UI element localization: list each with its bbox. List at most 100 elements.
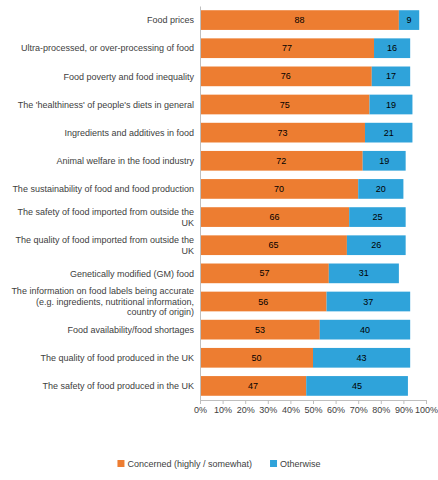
data-label: 72	[276, 156, 286, 166]
data-label: 21	[384, 128, 394, 138]
y-tick: Animal welfare in the food industry	[56, 156, 200, 166]
y-tick-label-line: Animal welfare in the food industry	[56, 156, 194, 166]
y-tick-label-line: The sustainability of food and food prod…	[12, 184, 194, 194]
x-tick-mark	[336, 400, 337, 404]
data-label: 31	[359, 268, 369, 278]
y-tick-label-line: The quality of food produced in the UK	[40, 353, 194, 363]
x-tick-label: 0%	[194, 405, 207, 415]
data-label: 66	[270, 212, 280, 222]
y-tick-label-line: The safety of food produced in the UK	[42, 381, 194, 391]
plot-area: 8877767573727066655756535047916171921192…	[11, 7, 438, 416]
legend-swatch	[117, 460, 124, 467]
bar	[200, 151, 363, 171]
data-label: 88	[294, 15, 304, 25]
y-tick-label: Ultra-processed, or over-processing of f…	[21, 43, 194, 53]
x-tick-mark	[223, 400, 224, 404]
x-tick-label: 90%	[395, 405, 413, 415]
bar	[200, 292, 327, 312]
bar	[313, 348, 410, 368]
x-tick: 50%	[304, 400, 322, 415]
y-tick: The quality of food imported from outsid…	[15, 235, 200, 256]
y-tick: Food prices	[147, 15, 200, 25]
bar	[200, 376, 306, 396]
x-tick: 100%	[415, 400, 438, 415]
x-tick-mark	[426, 400, 427, 404]
bar	[349, 207, 406, 227]
data-label: 47	[248, 381, 258, 391]
y-tick-label-line: Ultra-processed, or over-processing of f…	[21, 43, 194, 53]
y-axis-line	[200, 7, 201, 401]
x-tick-mark	[200, 400, 201, 404]
bar	[200, 123, 365, 143]
x-tick-label: 10%	[214, 405, 232, 415]
data-label: 76	[281, 71, 291, 81]
data-label: 37	[363, 297, 373, 307]
y-tick-label: The quality of food produced in the UK	[40, 353, 194, 363]
legend: Concerned (highly / somewhat) Otherwise	[117, 459, 320, 469]
data-label: 57	[259, 268, 269, 278]
y-tick: Ingredients and additives in food	[64, 128, 200, 138]
bar	[329, 264, 399, 284]
y-tick-label-line: The quality of food imported from outsid…	[15, 235, 194, 245]
y-tick: The sustainability of food and food prod…	[12, 184, 200, 194]
y-tick-label-line: UK	[181, 246, 194, 256]
data-label: 75	[280, 100, 290, 110]
bar	[200, 10, 399, 30]
legend-item: Concerned (highly / somewhat)	[117, 459, 252, 469]
y-tick-label-line: The 'healthiness' of people's diets in g…	[18, 100, 194, 110]
data-label: 56	[258, 297, 268, 307]
x-tick: 20%	[237, 400, 255, 415]
bar	[200, 235, 347, 255]
y-tick-label: Animal welfare in the food industry	[56, 156, 194, 166]
data-label: 50	[251, 353, 261, 363]
y-tick-label: The safety of food produced in the UK	[42, 381, 194, 391]
data-label: 70	[274, 184, 284, 194]
y-tick: The information on food labels being acc…	[11, 286, 200, 317]
bar	[200, 67, 372, 87]
bar	[200, 95, 370, 115]
legend-label: Concerned (highly / somewhat)	[127, 459, 252, 469]
y-axis: Food prices Ultra-processed, or over-proc…	[11, 7, 200, 401]
y-tick-label-line: Food prices	[147, 15, 195, 25]
x-tick: 90%	[395, 400, 413, 415]
bar	[200, 38, 374, 58]
bar	[327, 292, 411, 312]
x-tick-label: 100%	[415, 405, 438, 415]
legend-swatch	[270, 460, 277, 467]
y-tick-label: The sustainability of food and food prod…	[12, 184, 194, 194]
data-labels: 8877767573727066655756535047916171921192…	[248, 15, 411, 391]
y-tick-label: Food availability/food shortages	[67, 325, 194, 335]
bar	[320, 320, 410, 340]
x-tick-label: 40%	[282, 405, 300, 415]
y-tick: Ultra-processed, or over-processing of f…	[21, 43, 200, 53]
data-label: 19	[386, 100, 396, 110]
y-tick-label: Genetically modified (GM) food	[70, 269, 194, 279]
data-label: 19	[379, 156, 389, 166]
legend-item: Otherwise	[270, 459, 321, 469]
x-tick: 10%	[214, 400, 232, 415]
x-tick: 0%	[194, 400, 207, 415]
data-label: 9	[407, 15, 412, 25]
x-tick: 30%	[259, 400, 277, 415]
bar	[347, 235, 406, 255]
x-tick-mark	[268, 400, 269, 404]
y-tick-label-line: country of origin)	[127, 307, 194, 317]
data-label: 73	[277, 128, 287, 138]
y-tick-label: The information on food labels being acc…	[11, 286, 194, 317]
y-tick-label-line: UK	[181, 218, 194, 228]
y-tick-label: Food prices	[147, 15, 195, 25]
bars	[200, 10, 419, 396]
y-tick: The quality of food produced in the UK	[40, 353, 200, 363]
x-tick: 80%	[372, 400, 390, 415]
x-tick-label: 50%	[304, 405, 322, 415]
data-label: 77	[282, 43, 292, 53]
y-tick: Genetically modified (GM) food	[70, 269, 200, 279]
bar	[374, 38, 410, 58]
y-tick: The safety of food produced in the UK	[42, 381, 200, 391]
y-tick-label: The quality of food imported from outsid…	[15, 235, 194, 256]
data-label: 45	[352, 381, 362, 391]
bar	[200, 207, 349, 227]
x-tick-mark	[313, 400, 314, 404]
x-tick-label: 30%	[259, 405, 277, 415]
y-tick-label-line: The safety of food imported from outside…	[17, 207, 194, 217]
